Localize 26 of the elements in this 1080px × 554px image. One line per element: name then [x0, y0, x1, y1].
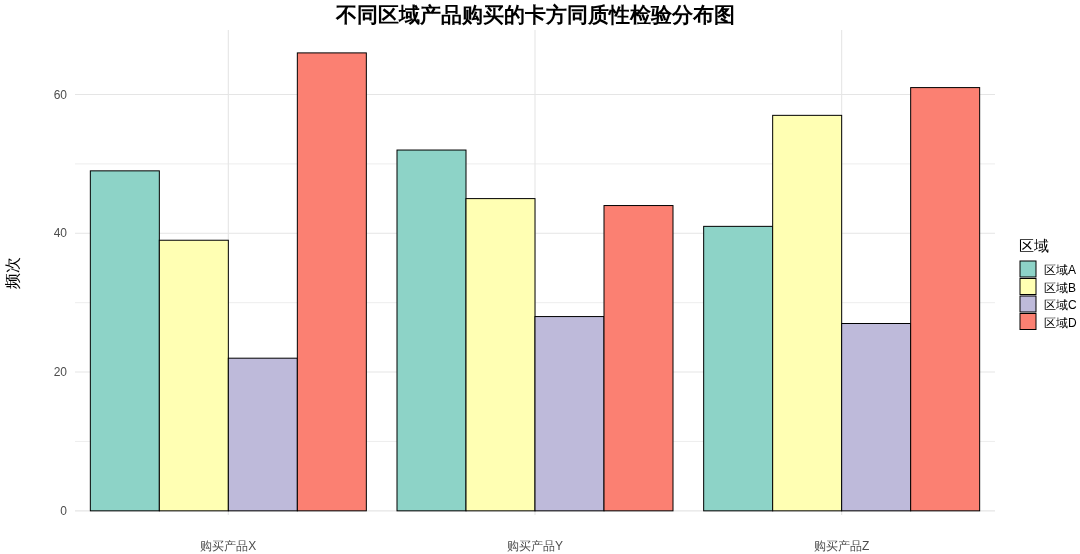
x-tick-label: 购买产品X — [200, 539, 257, 553]
chart-title: 不同区域产品购买的卡方同质性检验分布图 — [334, 3, 735, 27]
bar — [772, 114, 843, 512]
legend-label: 区域A — [1044, 263, 1077, 277]
bar — [89, 170, 160, 512]
y-tick-label: 40 — [53, 226, 68, 241]
legend-label: 区域C — [1044, 298, 1077, 312]
y-tick-label: 0 — [60, 503, 68, 518]
bar — [534, 316, 605, 512]
bar — [296, 52, 367, 512]
y-tick-label: 60 — [53, 87, 68, 102]
bar — [158, 239, 229, 512]
bar — [603, 205, 674, 512]
bar — [841, 323, 912, 512]
x-tick-label: 购买产品Z — [813, 539, 870, 553]
bar — [396, 149, 467, 512]
x-tick-label: 购买产品Y — [506, 539, 564, 553]
bar — [465, 198, 536, 512]
bar — [227, 357, 298, 512]
legend-title: 区域 — [1019, 237, 1049, 254]
y-axis-title: 频次 — [4, 256, 21, 289]
bar — [703, 225, 774, 512]
y-tick-label: 20 — [53, 365, 68, 380]
legend-label: 区域B — [1044, 280, 1077, 295]
bar — [910, 87, 981, 512]
legend-label: 区域D — [1044, 315, 1077, 330]
